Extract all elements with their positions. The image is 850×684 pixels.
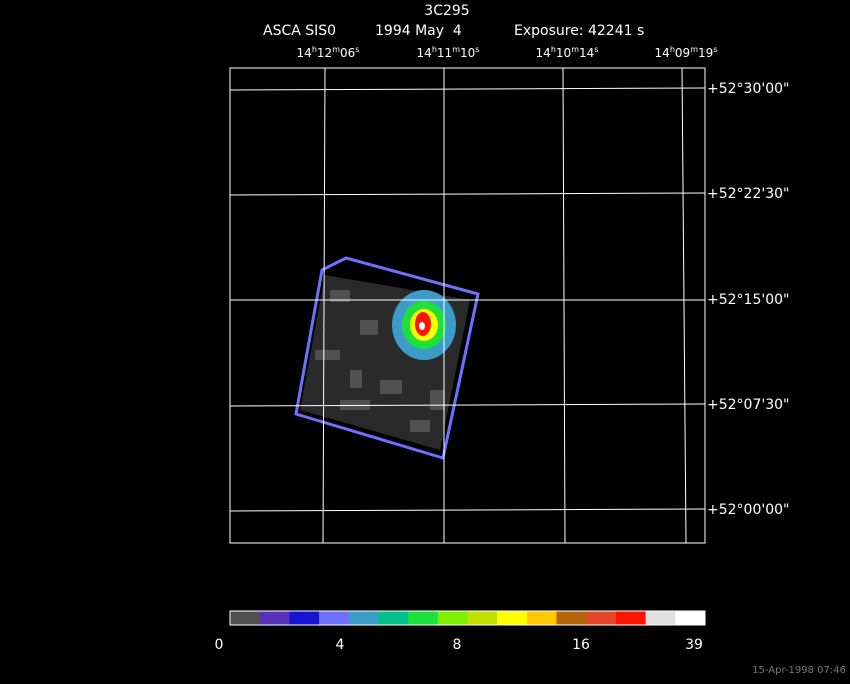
ra-part: h	[670, 45, 675, 54]
colorbar-label: 0	[215, 637, 224, 653]
ra-part: 12	[317, 46, 332, 60]
colorbar-segment	[467, 611, 498, 625]
ra-part: 14	[417, 46, 432, 60]
ra-part: 14	[655, 46, 670, 60]
colorbar-label: 4	[336, 637, 345, 653]
colorbar-segment	[408, 611, 439, 625]
ra-part: m	[571, 45, 579, 54]
colorbar-segment	[586, 611, 617, 625]
ra-part: 14	[297, 46, 312, 60]
obs-date: 1994 May 4	[375, 23, 462, 39]
grid	[229, 67, 706, 544]
ra-part: 14	[579, 46, 594, 60]
dec-label: +52°15'00"	[707, 292, 789, 308]
ra-label: 14h11m10s	[417, 45, 480, 60]
ra-label: 14h09m19s	[655, 45, 718, 60]
colorbar: 0 4 8 16 39	[215, 610, 706, 653]
colorbar-label: 8	[453, 637, 462, 653]
ra-part: s	[355, 45, 359, 54]
ra-part: 09	[675, 46, 690, 60]
ra-part: s	[713, 45, 717, 54]
ra-part: s	[475, 45, 479, 54]
dec-label: +52°07'30"	[707, 397, 789, 413]
ra-part: s	[594, 45, 598, 54]
dec-label: +52°00'00"	[707, 502, 789, 518]
dec-label: +52°22'30"	[707, 186, 789, 202]
ra-part: m	[452, 45, 460, 54]
ra-part: h	[432, 45, 437, 54]
ra-part: 19	[698, 46, 713, 60]
dec-label: +52°30'00"	[707, 81, 789, 97]
ra-part: m	[690, 45, 698, 54]
colorbar-segment	[615, 611, 647, 625]
frame	[229, 67, 706, 544]
ra-part: h	[551, 45, 556, 54]
exposure: Exposure: 42241 s	[514, 23, 644, 39]
colorbar-segment	[259, 611, 290, 625]
ra-label: 14h12m06s	[297, 45, 360, 60]
ra-part: m	[332, 45, 340, 54]
ra-part: 06	[340, 46, 355, 60]
colorbar-segment	[556, 611, 587, 625]
ra-part: 11	[437, 46, 452, 60]
colorbar-segment	[348, 611, 379, 625]
ra-part: 10	[460, 46, 475, 60]
colorbar-segment	[437, 611, 468, 625]
colorbar-segment	[645, 611, 676, 625]
colorbar-segment	[675, 611, 706, 625]
colorbar-segment	[526, 611, 558, 625]
colorbar-label: 39	[685, 637, 703, 653]
colorbar-segment	[319, 611, 350, 625]
ra-part: 14	[536, 46, 551, 60]
ra-part: 10	[556, 46, 571, 60]
colorbar-segment	[230, 611, 261, 625]
timestamp: 15-Apr-1998 07:46	[752, 665, 846, 676]
colorbar-frame	[229, 610, 706, 626]
ra-part: h	[312, 45, 317, 54]
colorbar-segment	[378, 611, 409, 625]
ra-label: 14h10m14s	[536, 45, 599, 60]
instrument: ASCA SIS0	[263, 23, 336, 39]
colorbar-segment	[497, 611, 528, 625]
colorbar-segment	[289, 611, 320, 625]
colorbar-label: 16	[572, 637, 590, 653]
title: 3C295	[424, 3, 469, 19]
